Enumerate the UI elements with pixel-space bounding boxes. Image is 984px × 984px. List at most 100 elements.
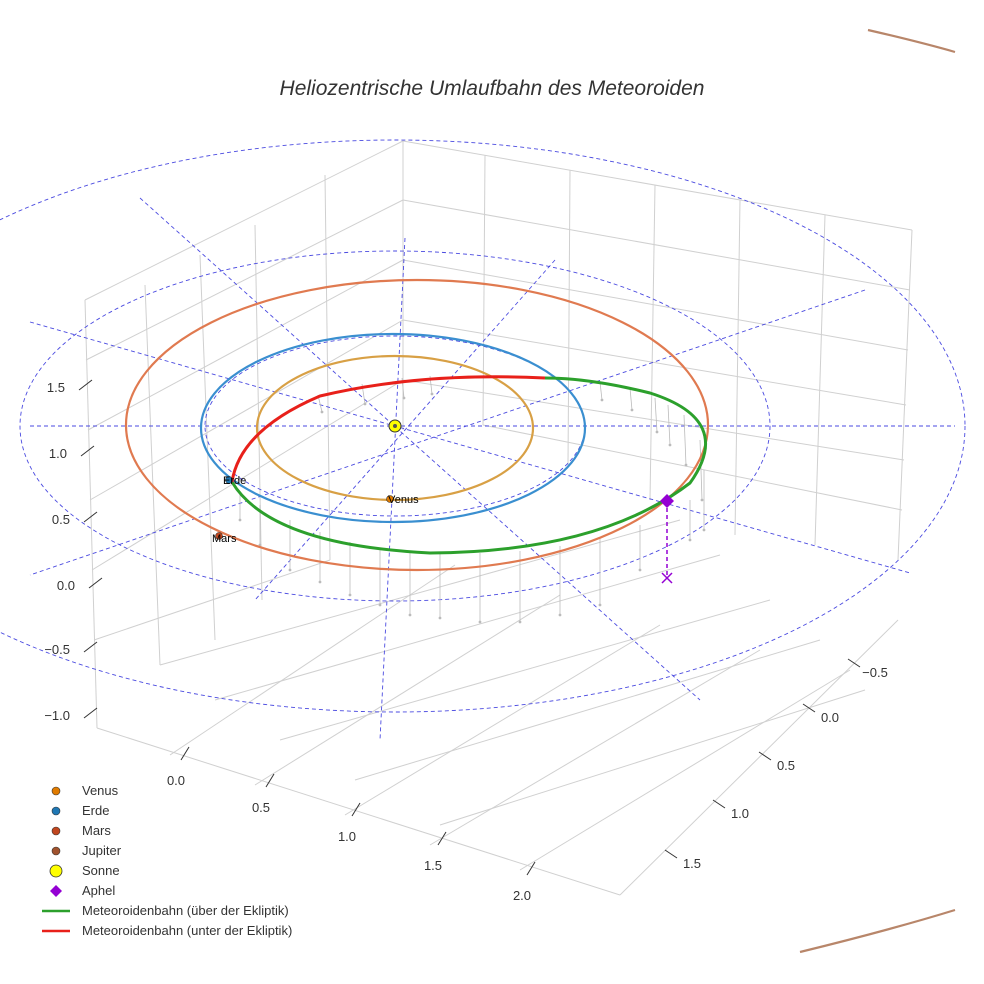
floor-grid: [344, 624, 661, 816]
legend-marker: [50, 885, 62, 897]
projection-drop-lines: [238, 375, 706, 624]
x-tick-label: 2.0: [513, 888, 531, 903]
pane-grid: [199, 254, 216, 641]
z-tick-mark: [78, 379, 93, 391]
axes-panes: [84, 140, 913, 896]
drop-point: [378, 603, 382, 607]
legend-item: Erde: [51, 803, 109, 818]
axis-ticks: −1.0 −0.5 0.0 0.5 1.0 1.5 0.0 0.5 1.0 1.5 2.0 −0.5 0…: [44, 379, 888, 903]
z-tick-label: 0.5: [52, 512, 70, 527]
y-tick-label: 0.5: [777, 758, 795, 773]
mars-label: Mars: [212, 533, 237, 545]
legend-label: Meteoroidenbahn (unter der Ekliptik): [82, 923, 292, 938]
pane-grid: [91, 379, 404, 571]
z-tick-label: −0.5: [44, 642, 70, 657]
y-tick-mark: [847, 658, 861, 668]
legend-marker: [49, 864, 63, 878]
floor-grid: [214, 554, 721, 701]
ref-ring: [0, 139, 966, 713]
drop-point: [630, 408, 634, 412]
aphel-marker-group: [660, 494, 674, 584]
z-tick-mark: [88, 577, 103, 589]
drop-point: [638, 568, 642, 572]
drop-point: [408, 613, 412, 617]
drop-point: [668, 443, 672, 447]
z-tick-label: 1.0: [49, 446, 67, 461]
x-tick-mark: [351, 802, 361, 817]
ref-spoke: [379, 237, 406, 741]
legend-item: Venus: [51, 783, 119, 798]
pane-grid: [144, 284, 161, 666]
venus-label: Venus: [388, 494, 419, 506]
drop-point: [478, 620, 482, 624]
y-tick-label: 0.0: [821, 710, 839, 725]
meteoroid-orbit-below-ecliptic: [230, 375, 546, 483]
floor-grid: [519, 669, 851, 871]
drop-point: [600, 398, 604, 402]
pane-grid: [814, 214, 826, 546]
y-tick-label: −0.5: [862, 665, 888, 680]
ref-spoke: [139, 197, 701, 701]
drop-line: [654, 397, 658, 433]
z-tick-mark: [83, 511, 98, 523]
legend-label: Venus: [82, 783, 119, 798]
pane-grid: [85, 199, 404, 361]
legend-label: Sonne: [82, 863, 120, 878]
pane-grid: [567, 169, 571, 466]
mars-orbit: [124, 278, 710, 572]
drop-point: [238, 518, 242, 522]
meteoroid-orbit-above-ecliptic: [230, 376, 708, 555]
aphel-marker: [660, 494, 674, 508]
drop-point: [684, 463, 688, 467]
pane-grid: [402, 199, 911, 291]
floor-grid: [439, 689, 866, 826]
legend-marker: [51, 786, 61, 796]
drop-point: [430, 392, 434, 396]
earth-marker: [225, 476, 233, 484]
floor-grid: [254, 594, 561, 786]
ref-spoke: [29, 321, 911, 574]
drop-point: [288, 568, 292, 572]
x-tick-mark: [265, 773, 275, 788]
pane-grid: [734, 199, 741, 536]
pane-grid: [402, 379, 905, 461]
sun-marker: [388, 419, 402, 433]
pane-edge: [402, 140, 913, 231]
legend: Venus Erde Mars Jupiter Sonne Aphel Meteoroide…: [42, 783, 292, 938]
pane-grid: [93, 559, 331, 641]
legend-label: Jupiter: [82, 843, 122, 858]
drop-line: [629, 387, 633, 411]
legend-label: Mars: [82, 823, 111, 838]
z-tick-mark: [83, 707, 98, 719]
drop-line: [667, 404, 671, 446]
legend-item: Mars: [51, 823, 111, 838]
floor-grid: [429, 649, 761, 846]
drop-line: [599, 381, 603, 401]
floor-edge: [96, 727, 621, 896]
drop-point: [702, 528, 706, 532]
drop-line: [683, 414, 687, 466]
drop-point: [598, 603, 602, 607]
meteoroid-orbit: [230, 375, 708, 555]
pane-grid: [402, 259, 909, 351]
earth-label: Erde: [223, 475, 246, 487]
pane-grid: [89, 319, 404, 501]
venus-orbit: [255, 354, 535, 502]
floor-grid: [169, 564, 456, 756]
pane-grid: [649, 184, 656, 501]
ref-spoke: [254, 259, 556, 601]
z-tick-mark: [83, 641, 98, 653]
legend-item: Meteoroidenbahn (unter der Ekliptik): [42, 923, 292, 938]
pane-edge: [84, 140, 404, 301]
drop-point: [655, 430, 659, 434]
legend-label: Meteoroidenbahn (über der Ekliptik): [82, 903, 289, 918]
pane-edge: [897, 229, 913, 561]
drop-point: [700, 498, 704, 502]
mars-marker: [215, 532, 223, 540]
x-tick-label: 1.0: [338, 829, 356, 844]
pane-grid: [87, 259, 404, 431]
drop-point: [518, 620, 522, 624]
jupiter-orbit-arc-top: [867, 28, 956, 54]
pane-grid: [482, 154, 486, 426]
